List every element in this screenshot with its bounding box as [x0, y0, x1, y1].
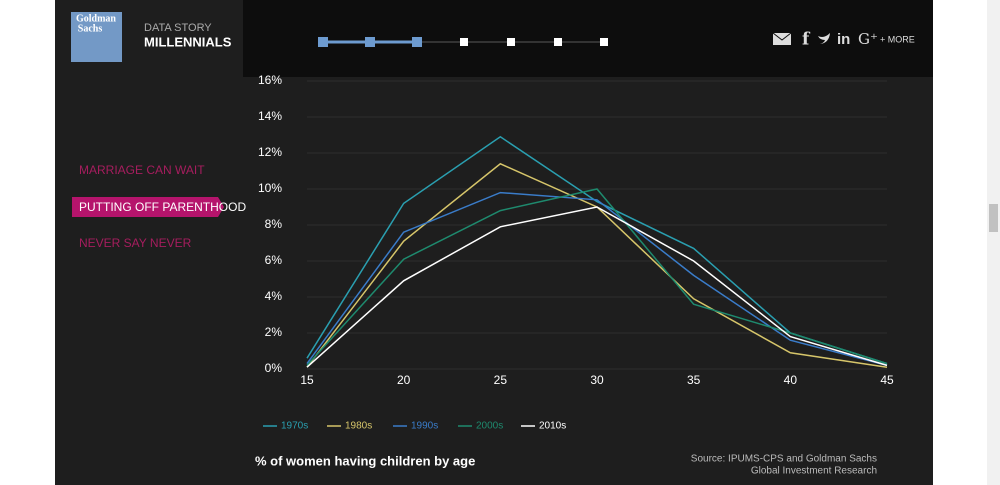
source: Source: IPUMS-CPS and Goldman Sachs [691, 454, 877, 465]
x-tick-label: 45 [880, 373, 894, 387]
step[interactable] [554, 38, 562, 46]
linkedin-icon[interactable]: in [837, 31, 850, 48]
nav-item[interactable]: NEVER SAY NEVER [79, 236, 192, 250]
share-icons: f in G⁺ [772, 30, 878, 50]
story-title: MILLENNIALS [144, 34, 232, 49]
progress-steps [318, 37, 608, 47]
top-bar [243, 0, 933, 77]
mail-flap [772, 32, 792, 41]
legend-label[interactable]: 1990s [411, 421, 438, 432]
kicker: DATA STORY [144, 22, 212, 34]
nav-item-active[interactable]: PUTTING OFF PARENTHOOD [79, 200, 246, 214]
facebook-icon[interactable]: f [802, 30, 811, 50]
chart-title: % of women having children by age [255, 453, 475, 468]
step[interactable] [460, 38, 468, 46]
x-tick-label: 15 [300, 373, 314, 387]
x-tick-label: 35 [687, 373, 701, 387]
series-line [306, 191, 888, 367]
y-tick-label: 16% [258, 73, 282, 87]
step[interactable] [600, 38, 608, 46]
legend-label[interactable]: 2000s [476, 421, 503, 432]
y-tick-label: 0% [265, 361, 283, 375]
step[interactable] [412, 37, 422, 47]
step[interactable] [507, 38, 515, 46]
legend-label[interactable]: 1980s [345, 421, 372, 432]
y-tick-label: 10% [258, 181, 282, 195]
x-tick-label: 30 [590, 373, 604, 387]
google-icon[interactable]: G⁺ [858, 30, 878, 48]
scrollbar[interactable] [987, 0, 1000, 485]
logo[interactable] [71, 12, 122, 62]
more-link[interactable]: + MORE [880, 34, 915, 44]
y-tick-label: 4% [265, 289, 283, 303]
step[interactable] [365, 37, 375, 47]
y-tick-label: 12% [258, 145, 282, 159]
logo-text: Sachs [78, 23, 103, 34]
y-tick-label: 14% [258, 109, 282, 123]
series-line [306, 188, 888, 366]
nav-active-bg [72, 197, 224, 217]
series-line [306, 206, 888, 368]
step[interactable] [318, 37, 328, 47]
legend-label[interactable]: 1970s [281, 421, 308, 432]
y-tick-label: 8% [265, 217, 283, 231]
x-tick-label: 40 [784, 373, 798, 387]
logo-text: Goldman [76, 13, 116, 24]
scroll-thumb[interactable] [989, 204, 998, 232]
twitter-icon[interactable] [818, 33, 830, 44]
x-tick-label: 20 [397, 373, 411, 387]
legend-label[interactable]: 2010s [539, 421, 566, 432]
plot: 0% 2% 4% 6% 8% 10% 12% 14% 16% 15 20 25 30 35 40 45 1970… [258, 73, 894, 431]
y-tick-label: 6% [265, 253, 283, 267]
y-tick-label: 2% [265, 325, 283, 339]
nav-item[interactable]: MARRIAGE CAN WAIT [79, 163, 205, 177]
x-tick-label: 25 [494, 373, 508, 387]
source: Global Investment Research [751, 466, 877, 477]
